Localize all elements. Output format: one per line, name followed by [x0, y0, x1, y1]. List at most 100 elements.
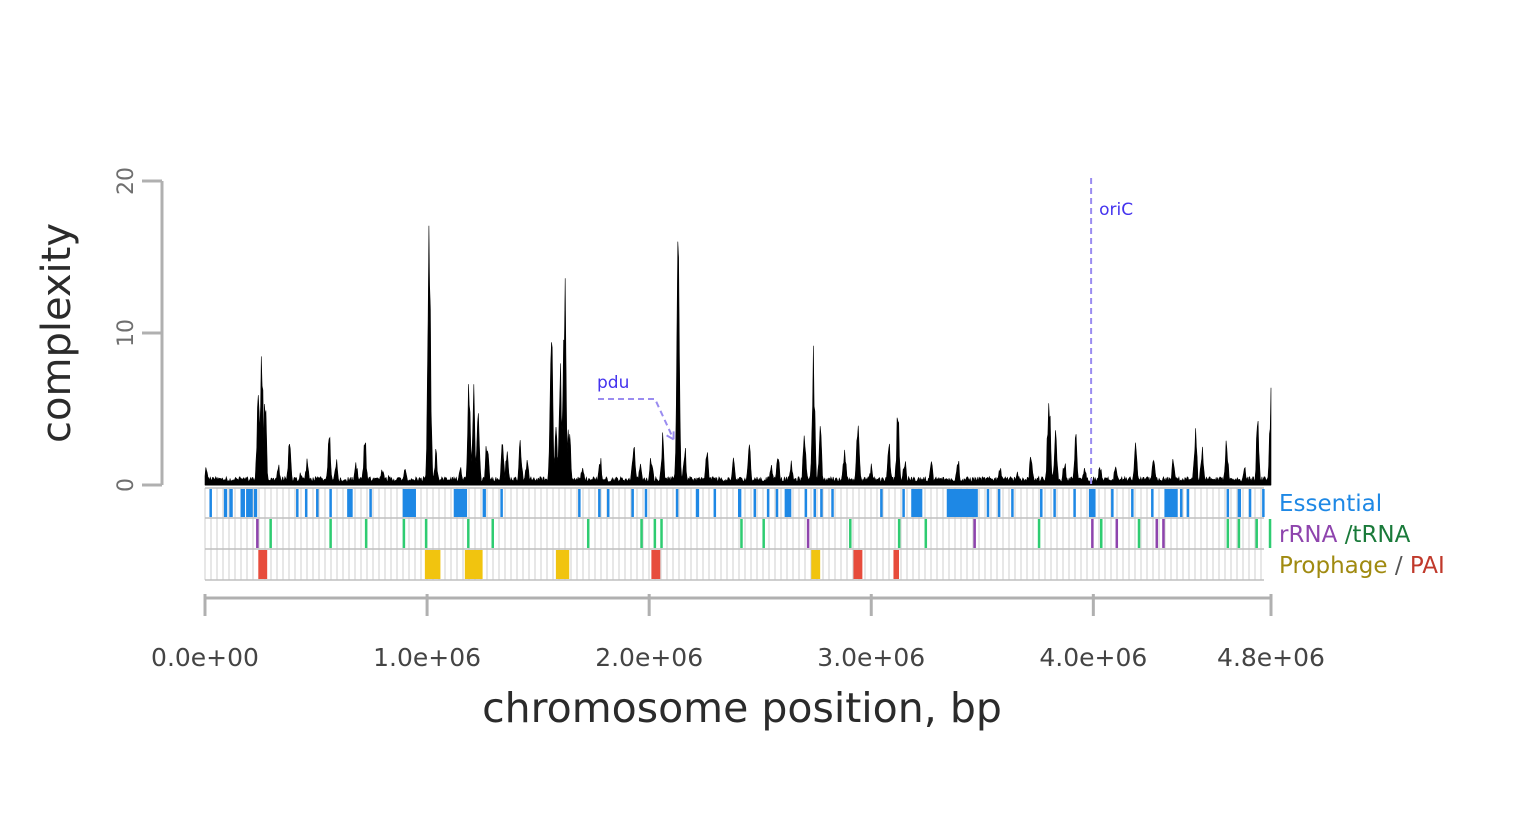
- feature-essential: [1053, 489, 1056, 517]
- feature-essential: [253, 489, 258, 517]
- feature-rrna-trna: [1162, 519, 1165, 548]
- feature-essential: [1186, 489, 1190, 517]
- feature-essential: [453, 489, 468, 517]
- feature-essential: [753, 489, 757, 517]
- feature-rrna-trna: [653, 519, 657, 548]
- legend-entry: /tRNA: [1345, 522, 1411, 548]
- y-axis: 0 10 20: [114, 167, 164, 492]
- feature-essential: [1262, 489, 1265, 517]
- feature-prophage-pai: [424, 550, 441, 579]
- feature-essential: [1088, 489, 1096, 517]
- complexity-area: [204, 225, 1272, 486]
- feature-rrna-trna: [364, 519, 368, 548]
- feature-essential: [296, 489, 299, 517]
- feature-rrna-trna: [924, 519, 928, 548]
- feature-rrna-trna: [1137, 519, 1141, 548]
- feature-rrna-trna: [329, 519, 332, 548]
- feature-essential: [1131, 489, 1134, 517]
- feature-essential: [1237, 489, 1242, 517]
- y-tick-label: 20: [114, 167, 139, 195]
- feature-essential: [820, 489, 823, 517]
- feature-essential: [804, 489, 808, 517]
- feature-rrna-trna: [762, 519, 765, 548]
- feature-rrna-trna: [1268, 519, 1272, 548]
- feature-essential: [831, 489, 834, 517]
- feature-essential: [329, 489, 332, 517]
- feature-essential: [986, 489, 990, 517]
- feature-essential: [209, 489, 212, 517]
- feature-essential: [304, 489, 308, 517]
- feature-essential: [902, 489, 905, 517]
- feature-rrna-trna: [973, 519, 976, 548]
- feature-essential: [713, 489, 717, 517]
- feature-prophage-pai: [853, 550, 863, 579]
- feature-essential: [369, 489, 372, 517]
- feature-essential: [631, 489, 634, 517]
- feature-essential: [316, 489, 319, 517]
- x-tick-label: 3.0e+06: [817, 643, 925, 672]
- feature-essential: [606, 489, 610, 517]
- feature-essential: [813, 489, 817, 517]
- feature-tracks: [204, 487, 1272, 581]
- x-tick-label: 1.0e+06: [373, 643, 481, 672]
- feature-essential: [229, 489, 233, 517]
- feature-rrna-trna: [424, 519, 428, 548]
- pdu-arrowhead: [666, 431, 675, 441]
- annotations: oriC pdu: [597, 178, 1133, 485]
- x-tick-label: 4.8e+06: [1217, 643, 1325, 672]
- x-tick-label: 4.0e+06: [1039, 643, 1147, 672]
- oric-label: oriC: [1099, 200, 1133, 220]
- feature-rrna-trna: [640, 519, 643, 548]
- legend-entry: PAI: [1410, 553, 1445, 579]
- feature-essential: [500, 489, 503, 517]
- feature-rrna-trna: [1155, 519, 1159, 548]
- feature-rrna-trna: [849, 519, 852, 548]
- y-axis-label: complexity: [34, 223, 80, 443]
- feature-essential: [946, 489, 978, 517]
- feature-essential: [482, 489, 486, 517]
- x-tick-label: 2.0e+06: [595, 643, 703, 672]
- feature-rrna-trna: [1037, 519, 1041, 548]
- feature-essential: [598, 489, 601, 517]
- feature-essential: [1111, 489, 1114, 517]
- feature-rrna-trna: [402, 519, 406, 548]
- feature-essential: [766, 489, 770, 517]
- feature-essential: [911, 489, 923, 517]
- legend-essential: Essential: [1279, 491, 1382, 517]
- feature-prophage-pai: [464, 550, 483, 579]
- feature-essential: [1248, 489, 1252, 517]
- track-legend: Essential rRNA /tRNA Prophage / PAI: [1279, 491, 1445, 579]
- feature-rrna-trna: [806, 519, 810, 548]
- feature-rrna-trna: [256, 519, 259, 548]
- feature-rrna-trna: [269, 519, 272, 548]
- feature-rrna-trna: [1226, 519, 1230, 548]
- x-axis: 0.0e+00 1.0e+06 2.0e+06 3.0e+06 4.0e+06 4.8e+…: [151, 594, 1325, 672]
- feature-rrna-trna: [467, 519, 470, 548]
- feature-rrna-trna: [491, 519, 494, 548]
- feature-rrna-trna: [897, 519, 901, 548]
- y-tick-label: 0: [114, 478, 139, 492]
- legend-rrna-trna: rRNA /tRNA: [1279, 522, 1411, 548]
- feature-prophage-pai: [893, 550, 900, 579]
- feature-essential: [880, 489, 883, 517]
- feature-rrna-trna: [660, 519, 663, 548]
- feature-essential: [738, 489, 742, 517]
- feature-rrna-trna: [1115, 519, 1119, 548]
- feature-essential: [997, 489, 1001, 517]
- legend-entry: Prophage: [1279, 553, 1395, 579]
- feature-essential: [1179, 489, 1183, 517]
- feature-prophage-pai: [555, 550, 570, 579]
- feature-essential: [347, 489, 353, 517]
- feature-essential: [1226, 489, 1230, 517]
- x-tick-label: 0.0e+00: [151, 643, 259, 672]
- feature-rrna-trna: [1091, 519, 1094, 548]
- x-axis-label: chromosome position, bp: [482, 684, 1002, 732]
- feature-essential: [1164, 489, 1178, 517]
- feature-essential: [644, 489, 648, 517]
- feature-essential: [1073, 489, 1076, 517]
- feature-essential: [240, 489, 245, 517]
- legend-entry: Essential: [1279, 491, 1382, 517]
- legend-entry: rRNA: [1279, 522, 1345, 548]
- complexity-profile: [204, 225, 1272, 486]
- feature-essential: [402, 489, 416, 517]
